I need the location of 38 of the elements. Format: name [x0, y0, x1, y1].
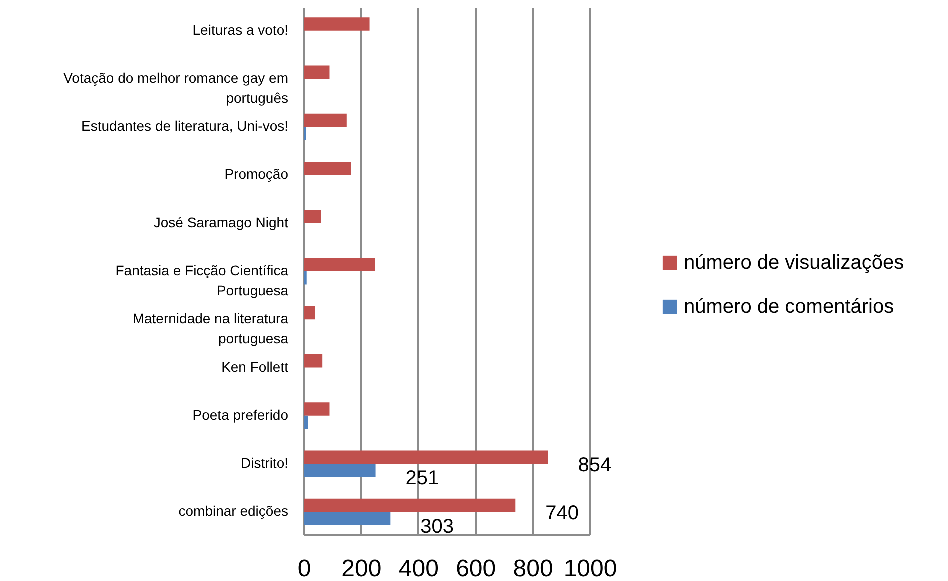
bar [304, 512, 391, 526]
x-tick-label: 200 [342, 556, 382, 581]
y-tick-label: Maternidade na literatura portuguesa [132, 310, 289, 347]
bar [304, 114, 347, 128]
bar [304, 498, 516, 512]
y-tick-label: combinar edições [178, 503, 288, 520]
y-tick-label: Promoção [224, 166, 289, 182]
bar [304, 464, 376, 478]
bar [304, 210, 322, 224]
bar [304, 416, 308, 430]
bar [304, 258, 376, 272]
y-tick-label: Ken Follett [222, 358, 289, 375]
y-tick-label: Poeta preferido [192, 406, 289, 423]
data-label: 740 [546, 502, 580, 525]
bar [304, 272, 307, 285]
x-tick-label: 600 [456, 556, 496, 581]
bar [304, 354, 323, 368]
bar [304, 66, 330, 79]
bar [304, 450, 548, 464]
y-tick-label: Distrito! [241, 455, 288, 472]
x-tick-label: 400 [398, 556, 439, 581]
y-tick-label: Fantasia e Ficção Científica Portuguesa [116, 262, 289, 298]
legend-label: número de comentários [684, 296, 894, 318]
bar [304, 18, 370, 31]
x-tick-label: 0 [298, 556, 312, 581]
bar [304, 162, 352, 176]
y-tick-label: José Saramago Night [154, 214, 289, 230]
y-tick-label: Estudantes de literatura, Uni-vos! [82, 118, 288, 134]
data-label: 854 [578, 454, 612, 476]
bar [304, 402, 330, 416]
y-tick-label: Leituras a voto! [192, 22, 288, 38]
x-tick-label: 800 [513, 556, 554, 581]
data-label: 251 [406, 468, 440, 490]
y-tick-label: Votação do melhor romance gay em português [64, 70, 288, 106]
data-label: 303 [420, 516, 454, 538]
bar [304, 306, 316, 320]
legend-label: número de visualizações [684, 252, 904, 274]
x-tick-label: 1000 [564, 556, 618, 581]
